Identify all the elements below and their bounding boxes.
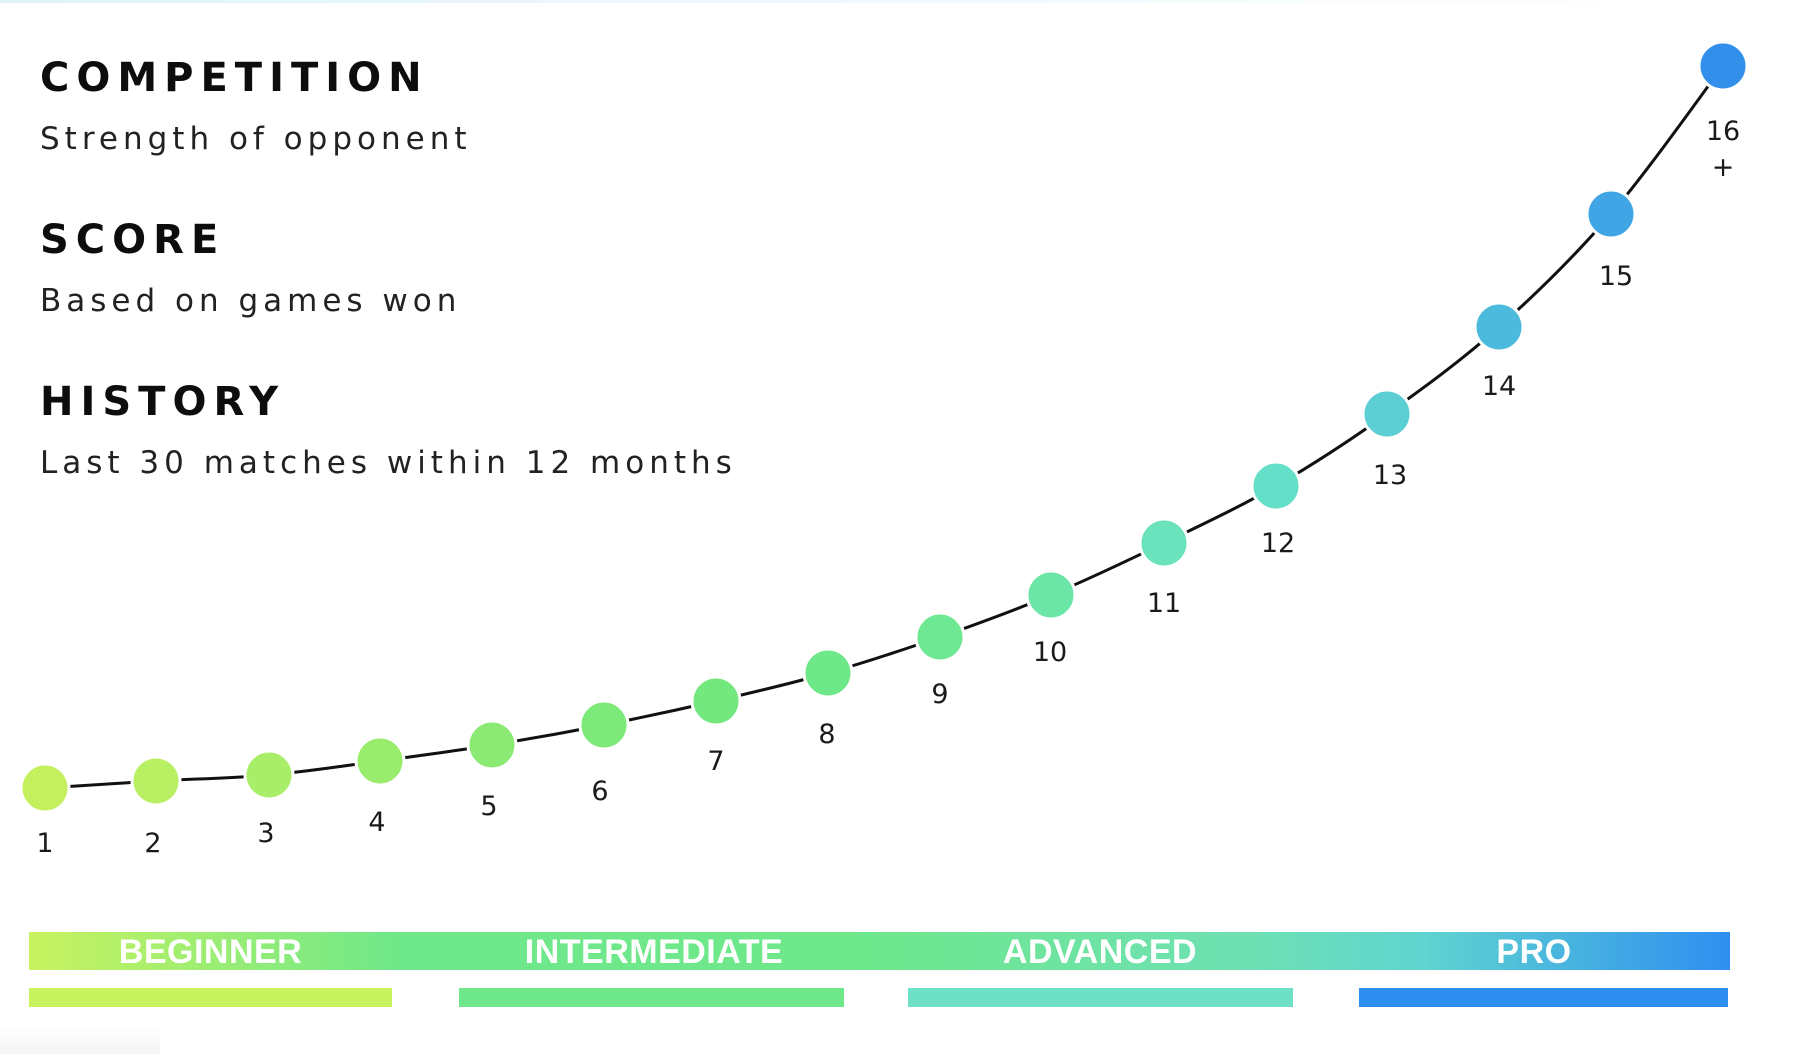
rating-points — [19, 40, 1749, 814]
rating-point-12 — [1250, 460, 1302, 512]
rating-point-13 — [1361, 388, 1413, 440]
rating-point-label-10: 10 — [1033, 637, 1067, 668]
level-bar-intermediate — [459, 988, 844, 1007]
rating-point-label-16: 16 + — [1706, 116, 1740, 183]
rating-point-4 — [354, 735, 406, 787]
level-label-pro: PRO — [1496, 933, 1572, 971]
rating-point-label-5: 5 — [480, 791, 497, 822]
rating-point-8 — [802, 647, 854, 699]
rating-point-2 — [130, 755, 182, 807]
bottom-shade — [0, 1022, 160, 1054]
level-band — [29, 932, 1730, 970]
rating-point-label-14: 14 — [1482, 371, 1516, 402]
history-heading: HISTORY — [40, 379, 286, 425]
rating-point-label-12: 12 — [1261, 528, 1295, 559]
rating-point-7 — [690, 675, 742, 727]
rating-point-9 — [914, 611, 966, 663]
rating-point-label-15: 15 — [1599, 261, 1633, 292]
level-bar-pro — [1359, 988, 1728, 1007]
rating-point-3 — [243, 749, 295, 801]
rating-point-label-11: 11 — [1147, 588, 1181, 619]
history-legend: HISTORY Last 30 matches within 12 months — [40, 382, 737, 479]
rating-point-label-3: 3 — [257, 818, 274, 849]
rating-point-14 — [1473, 301, 1525, 353]
rating-point-label-7: 7 — [707, 746, 724, 777]
competition-heading: COMPETITION — [40, 55, 429, 101]
rating-point-10 — [1025, 569, 1077, 621]
rating-point-15 — [1585, 188, 1637, 240]
competition-legend: COMPETITION Strength of opponent — [40, 58, 472, 155]
score-heading: SCORE — [40, 217, 226, 263]
rating-point-label-6: 6 — [591, 776, 608, 807]
level-label-beginner: BEGINNER — [118, 933, 303, 971]
score-description: Based on games won — [40, 283, 462, 319]
rating-point-label-9: 9 — [931, 679, 948, 710]
history-description: Last 30 matches within 12 months — [40, 445, 737, 481]
top-accent-rule — [0, 0, 1804, 3]
level-label-advanced: ADVANCED — [1002, 933, 1198, 971]
rating-point-label-8: 8 — [818, 719, 835, 750]
competition-description: Strength of opponent — [40, 121, 472, 157]
rating-curve-line — [44, 65, 1725, 790]
rating-point-16 — [1697, 40, 1749, 92]
level-bar-advanced — [908, 988, 1293, 1007]
rating-point-6 — [578, 699, 630, 751]
rating-point-label-1: 1 — [36, 828, 53, 859]
rating-point-label-4: 4 — [368, 807, 385, 838]
rating-point-1 — [19, 762, 71, 814]
rating-point-11 — [1138, 517, 1190, 569]
level-bar-beginner — [29, 988, 392, 1007]
level-label-intermediate: INTERMEDIATE — [524, 933, 784, 971]
rating-point-5 — [466, 719, 518, 771]
rating-point-label-2: 2 — [144, 828, 161, 859]
score-legend: SCORE Based on games won — [40, 220, 461, 317]
rating-point-label-13: 13 — [1373, 460, 1407, 491]
